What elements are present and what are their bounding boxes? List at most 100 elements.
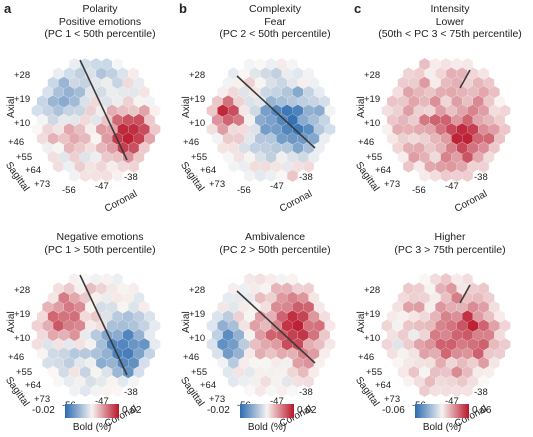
voxel-hex — [149, 104, 161, 117]
voxel-hex — [42, 123, 53, 136]
voxel-hex — [462, 347, 473, 360]
voxel-hex — [494, 347, 505, 360]
voxel-hex — [440, 95, 452, 108]
voxel-hex — [53, 375, 64, 388]
voxel-hex — [297, 291, 309, 304]
voxel-hex — [265, 169, 277, 182]
voxel-hex — [446, 356, 457, 369]
voxel-hex — [106, 86, 118, 99]
voxel-hex — [413, 86, 425, 99]
voxel-hex — [90, 113, 102, 127]
voxel-hex — [63, 141, 75, 154]
voxel-hex — [314, 86, 325, 99]
panel-title-line: Positive emotions — [58, 15, 142, 28]
voxel-hex — [424, 338, 436, 351]
voxel-hex — [96, 160, 107, 173]
voxel-hex — [319, 132, 330, 145]
voxel-hex — [435, 123, 446, 136]
voxel-hex — [265, 151, 277, 164]
voxel-hex — [85, 338, 96, 351]
voxel-hex — [149, 123, 161, 136]
voxel-hex — [435, 141, 446, 154]
voxel-hex — [403, 319, 414, 332]
voxel-hex — [222, 113, 234, 127]
voxel-hex — [451, 132, 462, 145]
voxel-hex — [381, 319, 393, 332]
voxel-hex — [80, 384, 91, 397]
voxel-hex — [392, 338, 403, 351]
sagittal-tick: +64 — [375, 380, 392, 391]
voxel-hex — [90, 291, 102, 304]
voxel-hex — [472, 347, 484, 360]
voxel-hex — [255, 113, 266, 127]
voxel-hex — [69, 151, 80, 164]
voxel-hex — [381, 104, 393, 117]
voxel-hex — [74, 104, 86, 117]
voxel-hex — [117, 375, 129, 388]
voxel-hex — [462, 132, 473, 145]
voxel-hex — [303, 104, 314, 117]
voxel-hex — [265, 347, 277, 360]
voxel-hex — [308, 291, 320, 304]
voxel-hex — [238, 160, 250, 173]
voxel-hex — [128, 123, 139, 136]
voxel-hex — [217, 338, 228, 351]
voxel-hex — [238, 301, 250, 314]
voxel-hex — [122, 328, 134, 342]
slice-line — [79, 59, 128, 161]
colorbar-title: Bold (%) — [247, 422, 287, 433]
axial-tick: +28 — [14, 285, 31, 296]
voxel-hex — [74, 301, 86, 314]
voxel-hex — [435, 338, 446, 351]
slice-line — [459, 284, 471, 304]
voxel-hex — [217, 123, 228, 136]
voxel-hex — [440, 366, 452, 379]
voxel-hex — [69, 347, 80, 360]
sagittal-tick: +64 — [200, 380, 217, 391]
voxel-hex — [101, 58, 112, 71]
voxel-hex — [467, 86, 479, 99]
voxel-hex — [58, 347, 70, 360]
axial-tick: +28 — [189, 70, 206, 81]
voxel-hex — [430, 291, 441, 304]
voxel-hex — [233, 310, 245, 323]
voxel-hex — [419, 291, 430, 304]
axial-tick: +10 — [14, 333, 31, 344]
voxel-hex — [63, 319, 75, 332]
voxel-hex — [276, 291, 287, 304]
voxel-hex — [408, 95, 420, 108]
voxel-hex — [430, 347, 441, 360]
voxel-hex — [483, 76, 495, 89]
voxel-hex — [85, 104, 96, 117]
voxel-hex — [106, 375, 118, 388]
voxel-hex — [424, 104, 436, 117]
voxel-hex — [271, 141, 282, 154]
voxel-hex — [292, 141, 304, 154]
voxel-hex — [139, 104, 150, 117]
colorbar — [65, 404, 119, 418]
axial-tick: +19 — [14, 309, 31, 320]
colorbar-max: 0.02 — [297, 405, 317, 416]
voxel-hex — [287, 291, 298, 304]
voxel-hex — [228, 319, 239, 332]
voxel-hex — [424, 86, 436, 99]
voxel-hex — [101, 366, 112, 379]
voxel-hex — [117, 282, 129, 295]
voxel-hex — [314, 319, 325, 332]
voxel-hex — [122, 76, 134, 89]
voxel-hex — [133, 347, 145, 360]
voxel-hex — [314, 338, 325, 351]
voxel-hex — [489, 338, 500, 351]
axial-tick: +19 — [189, 94, 206, 105]
voxel-hex — [260, 301, 271, 314]
voxel-hex — [392, 356, 403, 369]
voxel-hex — [483, 291, 495, 304]
voxel-hex — [413, 375, 425, 388]
voxel-hex — [319, 347, 330, 360]
voxel-hex — [424, 67, 436, 80]
voxel-hex — [228, 67, 239, 80]
voxel-hex — [244, 384, 255, 397]
voxel-hex — [430, 328, 441, 342]
voxel-hex — [96, 282, 107, 295]
